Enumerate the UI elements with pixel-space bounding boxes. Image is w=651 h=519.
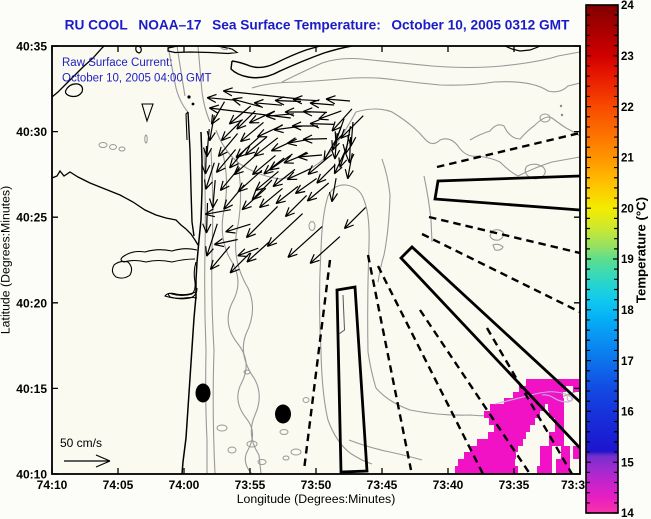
svg-text:73:50: 73:50 <box>301 478 332 492</box>
svg-text:23: 23 <box>621 51 634 63</box>
svg-text:73:55: 73:55 <box>235 478 266 492</box>
svg-text:73:3: 73:3 <box>561 478 585 492</box>
svg-text:16: 16 <box>621 407 634 419</box>
svg-text:74:10: 74:10 <box>37 478 68 492</box>
svg-text:21: 21 <box>621 153 634 165</box>
svg-text:22: 22 <box>621 102 634 114</box>
svg-text:Temperature (°C): Temperature (°C) <box>634 197 649 303</box>
svg-text:Raw Surface Current:: Raw Surface Current: <box>62 57 173 69</box>
svg-text:18: 18 <box>621 305 634 317</box>
svg-text:73:40: 73:40 <box>433 478 464 492</box>
svg-text:40:30: 40:30 <box>16 125 47 139</box>
svg-text:17: 17 <box>621 356 634 368</box>
svg-text:74:05: 74:05 <box>103 478 134 492</box>
svg-text:Longitude (Degrees:Minutes): Longitude (Degrees:Minutes) <box>237 492 396 506</box>
svg-text:74:00: 74:00 <box>169 478 200 492</box>
svg-text:Latitude (Degrees:Minutes): Latitude (Degrees:Minutes) <box>0 186 13 334</box>
svg-text:14: 14 <box>621 508 634 519</box>
svg-text:40:35: 40:35 <box>16 40 47 54</box>
svg-text:15: 15 <box>621 457 634 469</box>
svg-text:73:45: 73:45 <box>367 478 398 492</box>
svg-text:40:20: 40:20 <box>16 296 47 310</box>
svg-text:50 cm/s: 50 cm/s <box>60 436 102 450</box>
svg-text:40:25: 40:25 <box>16 211 47 225</box>
svg-text:73:35: 73:35 <box>499 478 530 492</box>
svg-text:19: 19 <box>621 254 634 266</box>
svg-text:40:15: 40:15 <box>16 382 47 396</box>
svg-text:October 10, 2005 04:00 GMT: October 10, 2005 04:00 GMT <box>62 73 212 85</box>
svg-text:40:10: 40:10 <box>16 468 47 482</box>
svg-text:RU COOL NOAA–17 Sea Surface: RU COOL NOAA–17 Sea Surface Temperature:… <box>65 18 570 33</box>
svg-text:20: 20 <box>621 203 634 215</box>
svg-text:24: 24 <box>621 0 634 12</box>
